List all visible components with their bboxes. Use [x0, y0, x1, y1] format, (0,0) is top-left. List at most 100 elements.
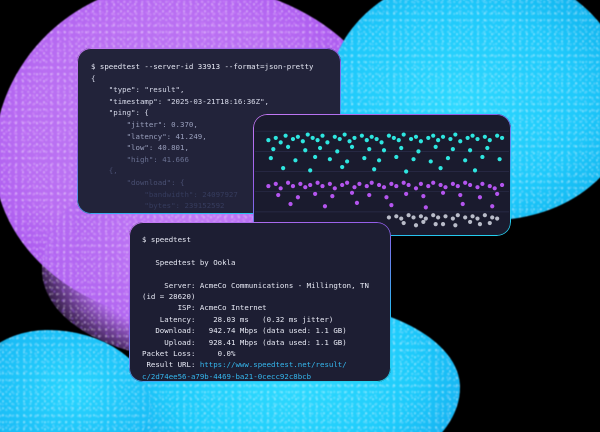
json-line: "ping": { — [91, 108, 149, 118]
chart-point — [453, 223, 458, 228]
chart-point — [317, 145, 323, 151]
blob-grain-texture — [0, 330, 150, 432]
chart-point — [495, 216, 500, 221]
chart-point — [495, 191, 500, 197]
chart-point — [327, 157, 332, 162]
result-url-link-continued[interactable]: c/2d74ee56-a79b-4469-ba21-0cecc92c8bcb — [142, 371, 312, 381]
chart-point — [394, 183, 399, 189]
chart-point — [487, 138, 492, 143]
chart-point — [310, 135, 315, 141]
chart-point — [399, 216, 404, 221]
chart-point — [285, 180, 291, 185]
speedtest-result-terminal[interactable]: $ speedtest Speedtest by Ookla Server: A… — [129, 222, 391, 382]
json-line: {, — [91, 166, 118, 176]
chart-point — [443, 214, 448, 219]
chart-point — [295, 195, 300, 200]
chart-point — [468, 219, 473, 225]
chart-point — [423, 205, 428, 210]
chart-point — [438, 182, 443, 188]
json-line: "bytes": 239152592 — [91, 201, 225, 211]
result-url-link[interactable]: https://www.speedtest.net/result/ — [199, 360, 347, 370]
chart-point — [285, 144, 291, 149]
chart-point — [288, 201, 293, 207]
chart-point — [384, 195, 389, 200]
chart-point — [431, 213, 436, 218]
chart-point — [266, 183, 271, 189]
chart-point — [431, 180, 436, 185]
chart-point — [394, 154, 399, 160]
chart-point — [399, 145, 404, 151]
chart-point — [499, 182, 505, 188]
chart-point — [313, 191, 318, 197]
chart-point — [453, 132, 458, 137]
chart-point — [364, 138, 369, 143]
chart-point — [352, 135, 357, 141]
chart-point — [418, 214, 423, 219]
chart-point — [423, 216, 428, 221]
chart-point — [440, 190, 446, 195]
chart-point — [468, 182, 473, 188]
chart-point — [413, 223, 419, 228]
chart-point — [487, 183, 492, 189]
chart-point — [300, 139, 305, 144]
chart-point — [281, 166, 286, 171]
chart-point — [460, 201, 465, 207]
chart-point — [401, 180, 406, 185]
chart-point — [271, 147, 276, 152]
json-line: $ speedtest --server-id 33913 --format=j… — [91, 62, 314, 71]
result-line: Latency: 28.03 ms (0.32 ms jitter) — [142, 314, 334, 324]
chart-point — [364, 183, 369, 189]
chart-point — [411, 157, 416, 162]
chart-point — [468, 148, 473, 153]
chart-point — [406, 182, 411, 188]
chart-point — [418, 181, 423, 186]
chart-point — [428, 159, 433, 164]
chart-point — [426, 135, 431, 141]
chart-point — [340, 164, 345, 170]
result-line: $ speedtest — [142, 235, 191, 244]
chart-point — [463, 215, 468, 220]
chart-point — [440, 222, 446, 227]
chart-point — [450, 147, 455, 152]
chart-point — [374, 136, 379, 142]
chart-series-upload — [266, 180, 505, 210]
chart-point — [349, 190, 355, 195]
chart-point — [386, 215, 392, 220]
result-line — [142, 245, 391, 256]
chart-point — [332, 134, 337, 139]
chart-point — [450, 181, 455, 186]
result-line: Server: AcmeCo Communications - Millingt… — [142, 280, 369, 290]
chart-point — [345, 180, 350, 185]
chart-point — [458, 139, 463, 144]
chart-point — [376, 182, 382, 188]
chart-point — [490, 204, 495, 209]
scatter-chart — [255, 130, 509, 228]
chart-point — [320, 183, 325, 189]
chart-point — [372, 167, 377, 172]
chart-point — [416, 149, 421, 154]
chart-point — [463, 180, 468, 185]
result-line: (id = 28620) — [142, 292, 196, 302]
chart-point — [391, 135, 396, 141]
chart-point — [266, 138, 271, 143]
chart-point — [438, 166, 443, 171]
result-url-label: Result URL: — [142, 360, 200, 370]
chart-point — [487, 220, 492, 226]
chart-point — [492, 186, 497, 191]
chart-point — [455, 183, 460, 189]
chart-point — [320, 133, 325, 138]
dot-matrix-chart-panel[interactable] — [253, 114, 511, 236]
chart-point — [389, 203, 394, 208]
chart-point — [404, 191, 409, 197]
chart-point — [276, 192, 281, 198]
chart-point — [305, 132, 310, 137]
chart-point — [490, 215, 495, 220]
chart-point — [376, 158, 382, 163]
chart-point — [362, 155, 367, 161]
chart-point — [298, 181, 303, 186]
chart-point — [480, 154, 485, 160]
chart-point — [495, 133, 500, 138]
chart-point — [313, 154, 318, 160]
chart-point — [443, 185, 448, 190]
